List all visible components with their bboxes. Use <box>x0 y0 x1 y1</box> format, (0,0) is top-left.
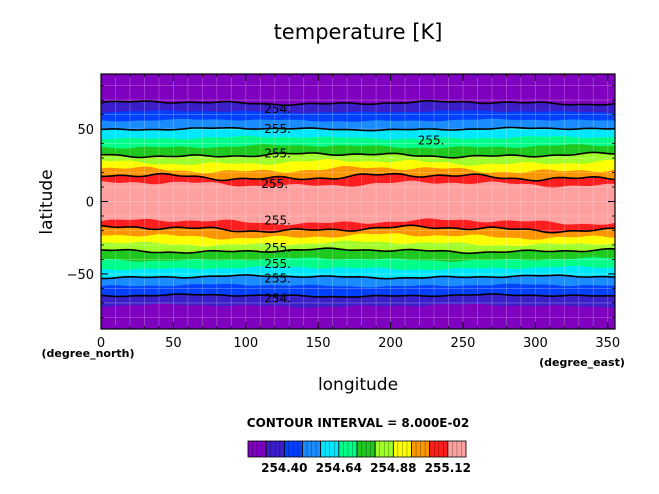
colorbar-tick-label: 254.40 <box>261 461 307 475</box>
y-unit-label: (degree_north) <box>41 347 134 360</box>
x-unit-label: (degree_east) <box>539 356 625 369</box>
contour-line-north <box>101 126 615 132</box>
contour-line-south <box>101 274 615 280</box>
y-axis-label: latitude <box>37 169 57 234</box>
contour-label: 255. <box>264 213 291 227</box>
contour-line-south <box>101 247 615 255</box>
x-tick-label: 350 <box>595 336 620 351</box>
contour-label: 255. <box>264 241 291 255</box>
contour-line-south <box>101 224 615 234</box>
x-tick-label: 150 <box>306 336 331 351</box>
y-tick-label: 50 <box>77 123 94 138</box>
x-axis-label: longitude <box>318 375 398 395</box>
y-axis-ticks: −50 0 50 <box>67 85 615 318</box>
colorbar: 254.40 254.64 254.88 255.12 <box>247 440 471 475</box>
x-tick-label: 100 <box>233 336 258 351</box>
x-tick-label: 250 <box>451 336 476 351</box>
colorbar-tick-label: 254.64 <box>316 461 362 475</box>
contour-label: 255. <box>264 122 291 136</box>
colorbar-swatch <box>447 440 467 458</box>
contour-interval-label: CONTOUR INTERVAL = 8.000E-02 <box>247 416 469 430</box>
y-tick-label: 0 <box>86 196 94 211</box>
contour-label: 255. <box>264 271 291 285</box>
contour-line-south <box>101 293 615 298</box>
band-level-11 <box>101 180 615 226</box>
x-tick-label: 200 <box>378 336 403 351</box>
contour-label: 255. <box>261 177 288 191</box>
y-tick-label: −50 <box>67 268 94 283</box>
colorbar-tick-label: 254.88 <box>370 461 416 475</box>
contour-labels: 254.255.255.255.255.255.255.255.255.254. <box>261 102 444 306</box>
contour-label: 254. <box>264 292 291 306</box>
contour-label: 255. <box>264 257 291 271</box>
colorbar-tick-label: 255.12 <box>425 461 471 475</box>
x-tick-label: 50 <box>165 336 182 351</box>
contour-label: 255. <box>264 147 291 161</box>
contour-line-north <box>101 151 615 159</box>
contour-lines <box>101 99 615 298</box>
contour-label: 255. <box>418 134 445 148</box>
x-axis-ticks: 0 50 100 150 200 250 300 350 <box>97 74 620 351</box>
contour-line-north <box>101 172 615 182</box>
contour-label: 254. <box>264 102 291 116</box>
chart-title: temperature [K] <box>274 20 443 44</box>
contour-line-north <box>101 99 615 107</box>
x-tick-label: 0 <box>97 336 105 351</box>
x-tick-label: 300 <box>523 336 548 351</box>
